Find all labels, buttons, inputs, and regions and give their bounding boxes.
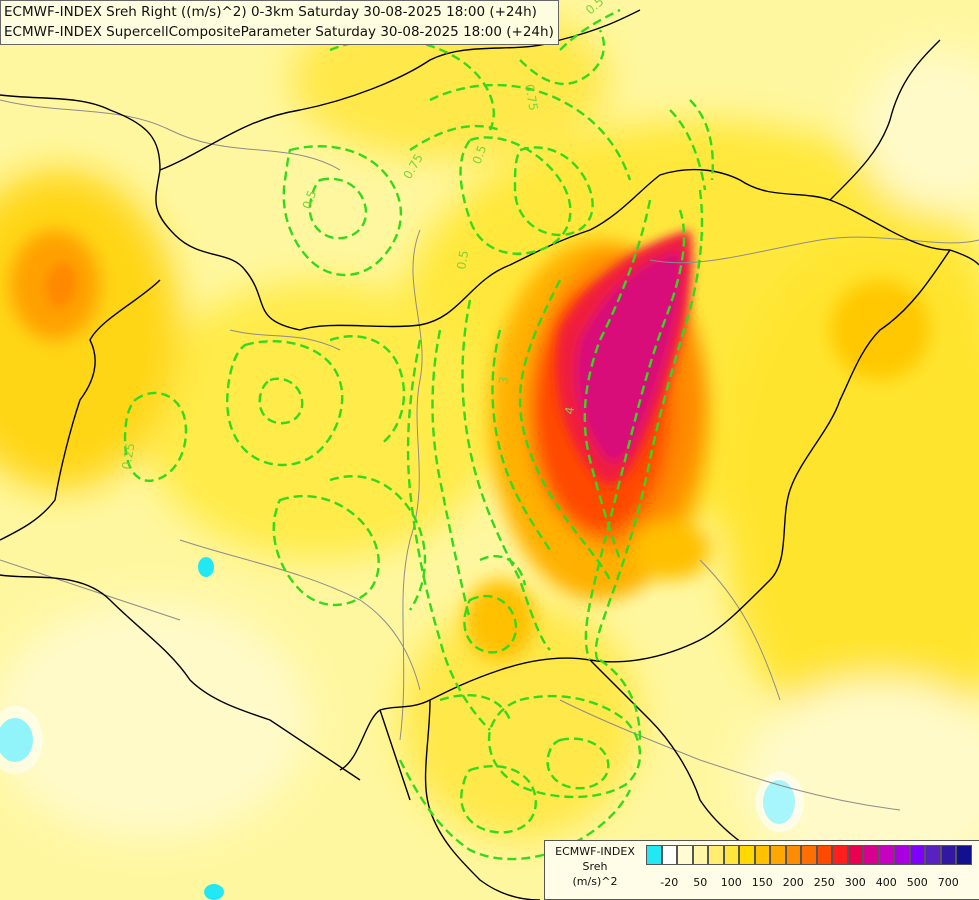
legend-tick-label: 200 [782,876,804,889]
legend-swatch [661,845,677,865]
legend-parameter: Sreh [582,860,608,873]
contour-label: 0.5 [300,188,320,211]
color-legend: ECMWF-INDEX Sreh (m/s)^2 -20 50 100 150 200 2… [544,840,979,900]
contour-label: 0.5 [454,249,471,270]
legend-tick-label: 700 [937,876,959,889]
legend-tick-label: 100 [720,876,742,889]
legend-swatch [723,845,739,865]
legend-title: ECMWF-INDEX Sreh (m/s)^2 [549,844,641,889]
legend-tick-label: 50 [693,876,708,889]
legend-swatch [909,845,925,865]
legend-source: ECMWF-INDEX [555,845,635,858]
rivers [0,99,979,811]
legend-swatch [878,845,894,865]
legend-swatch [770,845,786,865]
legend-swatches [646,845,972,865]
legend-swatch [863,845,879,865]
contour-label: 0.25 [119,442,137,471]
legend-swatch [692,845,708,865]
contour-label: 0.75 [522,83,540,112]
legend-swatch [801,845,817,865]
contour-label: 3 [496,376,511,386]
legend-swatch [925,845,941,865]
legend-swatch [956,845,972,865]
legend-ticks: -20 50 100 150 200 250 300 400 500 700 [646,876,976,892]
legend-tick-label: -20 [660,876,679,889]
legend-swatch [739,845,755,865]
legend-swatch [677,845,693,865]
legend-swatch [894,845,910,865]
legend-tick-label: 250 [813,876,835,889]
title-line-scp: ECMWF-INDEX SupercellCompositeParameter … [4,24,554,40]
contour-label: 0.5 [470,143,490,166]
legend-unit: (m/s)^2 [572,875,618,888]
map-title-box: ECMWF-INDEX Sreh Right ((m/s)^2) 0-3km S… [0,0,559,45]
title-line-sreh: ECMWF-INDEX Sreh Right ((m/s)^2) 0-3km S… [4,4,537,20]
legend-swatch [785,845,801,865]
legend-swatch [646,845,662,865]
legend-swatch [816,845,832,865]
legend-tick-label: 300 [844,876,866,889]
legend-tick-label: 150 [751,876,773,889]
legend-tick-label: 400 [875,876,897,889]
legend-tick-label: 500 [906,876,928,889]
country-borders [0,9,979,900]
legend-swatch [940,845,956,865]
legend-swatch [832,845,848,865]
legend-swatch [708,845,724,865]
legend-swatch [847,845,863,865]
legend-swatch [754,845,770,865]
contour-label: 4 [562,406,577,416]
